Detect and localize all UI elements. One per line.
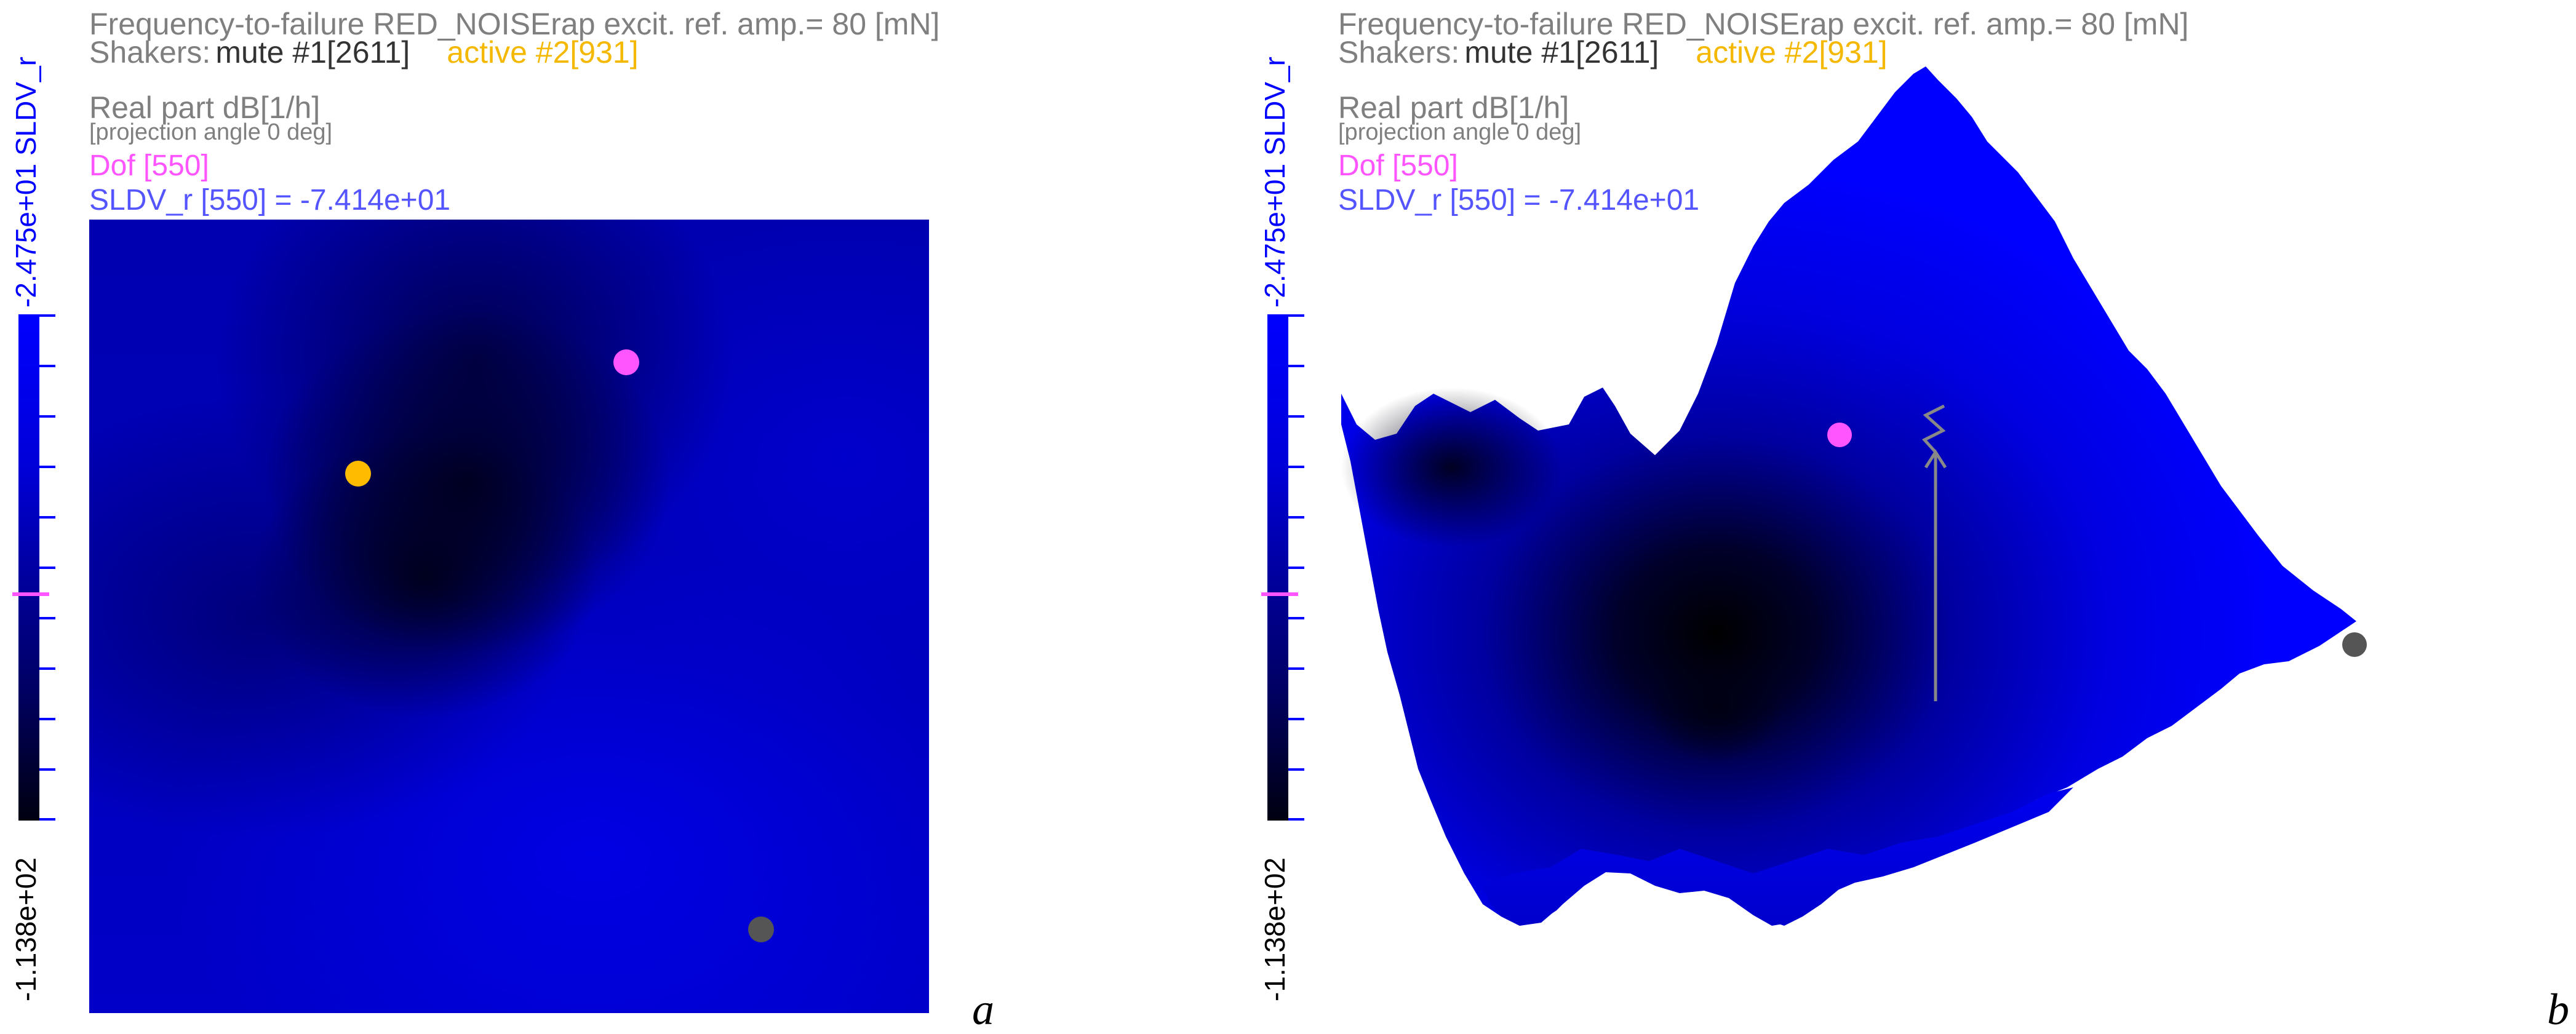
plot-title: Frequency-to-failure RED_NOISErap excit.… bbox=[1338, 7, 2189, 41]
value-readout: SLDV_r [550] = -7.414e+01 bbox=[1338, 184, 1700, 217]
plot-title: Frequency-to-failure RED_NOISErap excit.… bbox=[89, 7, 940, 41]
mute-shaker-dot[interactable] bbox=[748, 917, 774, 942]
shakers-line: Shakers: mute #1[2611] active #2[931] bbox=[1338, 37, 1888, 68]
surface-body bbox=[1341, 66, 2356, 926]
colorbar-current-marker bbox=[1261, 592, 1298, 596]
shakers-line: Shakers: mute #1[2611] active #2[931] bbox=[89, 37, 639, 68]
active-shaker-label: active #2[931] bbox=[447, 35, 639, 70]
projection-label: [projection angle 0 deg] bbox=[1338, 119, 1582, 145]
projection-label: [projection angle 0 deg] bbox=[89, 119, 333, 145]
colorbar-current-marker bbox=[12, 592, 49, 596]
field-map-2d[interactable] bbox=[89, 220, 929, 1013]
real-part-label: Real part dB[1/h] bbox=[89, 90, 321, 125]
dof-marker-dot[interactable] bbox=[1827, 423, 1852, 447]
shadow-region bbox=[1341, 388, 1563, 547]
mute-shaker-label: mute #1[2611] bbox=[1464, 35, 1659, 70]
mute-shaker-label: mute #1[2611] bbox=[215, 35, 410, 70]
colorbar bbox=[12, 314, 55, 821]
shakers-label: Shakers: bbox=[89, 35, 211, 70]
value-readout: SLDV_r [550] = -7.414e+01 bbox=[89, 184, 451, 217]
dof-label: Dof [550] bbox=[89, 149, 209, 182]
dof-label: Dof [550] bbox=[1338, 149, 1458, 182]
panel-a: -2.475e+01 SLDV_r -1.138e+02 Frequency-t… bbox=[0, 0, 1249, 1034]
field-surface-3d[interactable] bbox=[1249, 0, 2576, 1034]
colorbar-min-label: -1.138e+02 bbox=[10, 857, 42, 1001]
active-shaker-dot[interactable] bbox=[345, 461, 371, 487]
surface-front-edge bbox=[1483, 787, 2073, 926]
arrow-icon bbox=[1921, 404, 1947, 701]
panel-label-b: b bbox=[2547, 985, 2569, 1034]
dof-marker-dot[interactable] bbox=[613, 349, 639, 375]
mute-shaker-dot[interactable] bbox=[2342, 632, 2367, 657]
colorbar bbox=[1261, 314, 1304, 821]
colorbar-max-label: -2.475e+01 SLDV_r bbox=[10, 57, 42, 308]
shakers-label: Shakers: bbox=[1338, 35, 1460, 70]
shadow-region bbox=[1649, 652, 1784, 763]
panel-label-a: a bbox=[972, 985, 994, 1034]
active-shaker-label: active #2[931] bbox=[1696, 35, 1888, 70]
panel-b: -2.475e+01 SLDV_r -1.138e+02 Frequency-t… bbox=[1249, 0, 2576, 1034]
real-part-label: Real part dB[1/h] bbox=[1338, 90, 1569, 125]
